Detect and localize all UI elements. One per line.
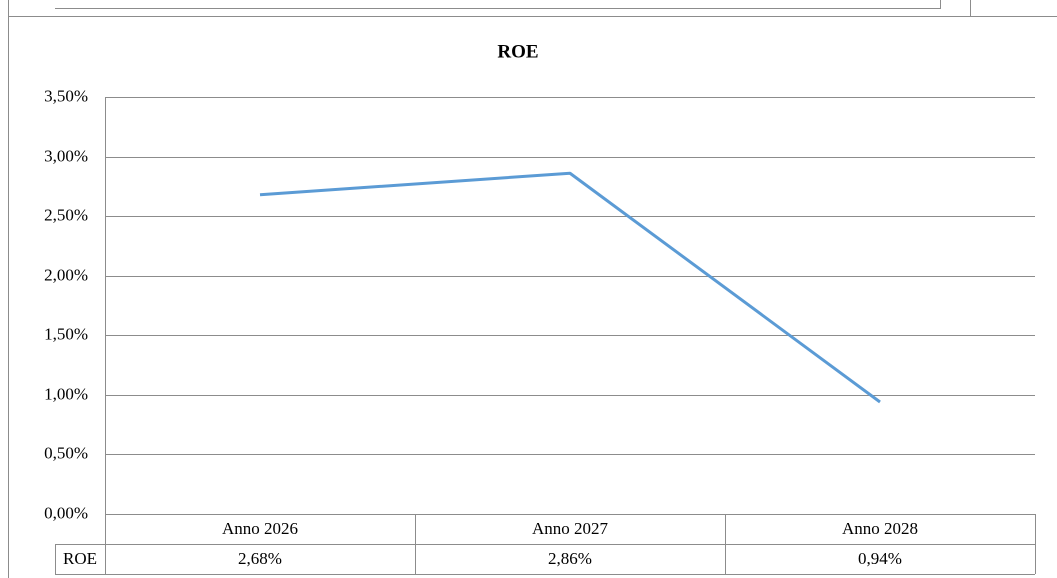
series-line <box>259 171 881 404</box>
x-tick-label: Anno 2026 <box>222 519 298 538</box>
y-tick-label: 2,50% <box>44 205 88 224</box>
data-label: 2,86% <box>548 549 592 568</box>
chart-title: ROE <box>497 41 538 62</box>
series-label: ROE <box>63 549 97 568</box>
data-label: 0,94% <box>858 549 902 568</box>
y-tick-label: 3,50% <box>44 86 88 105</box>
x-tick-label: Anno 2027 <box>532 519 609 538</box>
y-tick-label: 1,50% <box>44 324 88 343</box>
y-tick-label: 3,00% <box>44 146 88 165</box>
x-tick-label: Anno 2028 <box>842 519 918 538</box>
y-tick-label: 2,00% <box>44 265 88 284</box>
y-tick-label: 1,00% <box>44 384 88 403</box>
y-tick-label: 0,50% <box>44 443 88 462</box>
data-label: 2,68% <box>238 549 282 568</box>
y-tick-label: 0,00% <box>44 503 88 522</box>
